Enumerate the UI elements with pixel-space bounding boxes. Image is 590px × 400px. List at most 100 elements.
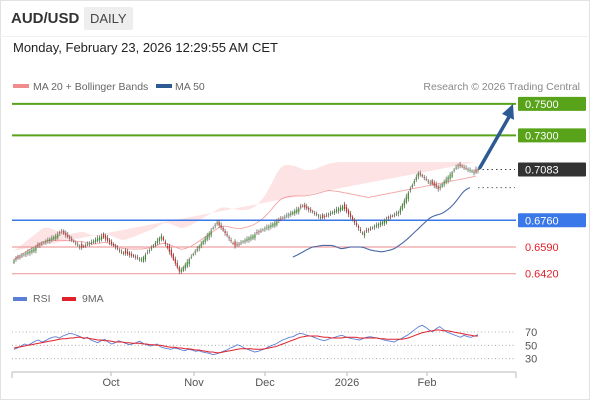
- candle-body: [41, 243, 43, 245]
- candle: [238, 242, 240, 247]
- candle: [87, 241, 89, 247]
- candle-body: [37, 245, 39, 247]
- candle-body: [190, 256, 192, 258]
- candle-body: [85, 245, 87, 247]
- candle: [112, 242, 115, 247]
- candle-body: [156, 240, 158, 244]
- candle-body: [367, 229, 370, 231]
- candle-body: [427, 180, 429, 182]
- candle: [413, 178, 415, 187]
- ma50-line: [292, 187, 471, 258]
- candle: [214, 223, 216, 229]
- candle-body: [435, 184, 437, 188]
- rsi-tick-70: 70: [525, 327, 537, 339]
- candle: [260, 228, 262, 234]
- candle-body: [194, 251, 196, 253]
- candle: [146, 249, 149, 255]
- candle: [15, 256, 17, 262]
- candle-body: [328, 214, 330, 216]
- candle-body: [242, 241, 244, 243]
- candle: [194, 249, 196, 256]
- candle-body: [57, 234, 59, 238]
- candle-body: [451, 172, 453, 177]
- candle-body: [144, 254, 147, 260]
- candle-body: [27, 252, 29, 254]
- candle: [168, 243, 170, 255]
- candle: [353, 217, 356, 226]
- candle-body: [166, 246, 168, 248]
- candle-body: [63, 230, 65, 234]
- candle: [178, 265, 180, 275]
- candle-body: [433, 182, 435, 186]
- candle: [85, 243, 87, 248]
- candle: [232, 241, 234, 245]
- candle-body: [469, 169, 471, 171]
- candle: [262, 228, 264, 232]
- candle: [31, 247, 33, 255]
- candle: [166, 243, 168, 250]
- candle: [377, 222, 380, 229]
- candle-body: [214, 225, 216, 227]
- main-legend: MA 20 + Bollinger Bands MA 50 Research ©…: [13, 81, 580, 93]
- candle-body: [210, 230, 212, 236]
- candle-body: [200, 243, 202, 247]
- candle-body: [226, 234, 228, 236]
- timeframe-button[interactable]: DAILY: [84, 7, 133, 30]
- candle-body: [332, 212, 334, 214]
- candle: [114, 243, 117, 250]
- candle-body: [365, 230, 368, 232]
- legend-item-9ma: 9MA: [82, 293, 104, 305]
- candle-body: [330, 213, 332, 214]
- candle: [21, 253, 23, 258]
- candle: [429, 180, 431, 186]
- candle: [218, 219, 220, 229]
- candle: [101, 233, 103, 242]
- candle-body: [232, 243, 234, 245]
- candle-body: [405, 196, 407, 203]
- candle: [204, 236, 206, 245]
- legend-item-ma50: MA 50: [175, 81, 205, 93]
- candle: [190, 254, 192, 260]
- candle-body: [45, 241, 47, 243]
- candle: [186, 259, 188, 269]
- candle: [138, 257, 141, 262]
- candle-body: [49, 239, 51, 241]
- candle-body: [132, 255, 135, 257]
- candle: [379, 220, 382, 228]
- candle-body: [67, 234, 69, 237]
- candle-body: [112, 243, 115, 246]
- candle: [369, 226, 372, 232]
- candle-body: [457, 165, 459, 167]
- candle: [77, 241, 79, 247]
- candle-body: [397, 212, 399, 214]
- candle-body: [75, 242, 77, 244]
- candle-body: [373, 226, 376, 228]
- candle: [419, 170, 421, 177]
- candle: [288, 212, 290, 219]
- candle: [130, 251, 133, 258]
- candle: [318, 213, 320, 219]
- candle-body: [423, 177, 425, 178]
- candle-body: [188, 259, 190, 265]
- projection-arrow: [478, 103, 514, 170]
- level-label-4: 0.6590: [525, 242, 559, 254]
- candle-body: [158, 238, 160, 242]
- legend-swatch-9ma: [62, 297, 76, 301]
- candle: [142, 255, 145, 263]
- candle: [341, 204, 344, 211]
- candle: [128, 250, 131, 258]
- candle-body: [192, 254, 194, 255]
- candle: [306, 203, 308, 211]
- candle-body: [122, 252, 125, 254]
- candle-body: [284, 216, 286, 218]
- candle: [300, 203, 302, 210]
- candle-body: [114, 245, 117, 247]
- candle: [180, 267, 182, 274]
- candle-body: [409, 188, 411, 191]
- candle-body: [463, 166, 465, 168]
- candle-body: [381, 221, 384, 225]
- candle: [208, 231, 210, 241]
- candle: [150, 245, 153, 251]
- candle-body: [99, 237, 101, 241]
- candle: [79, 244, 81, 250]
